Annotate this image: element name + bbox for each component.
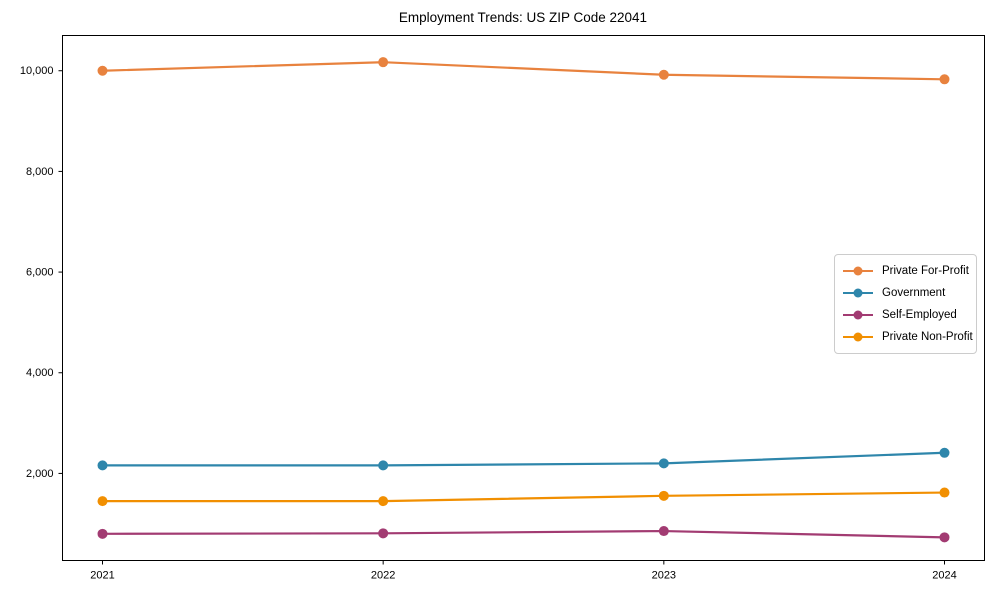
y-tick-label: 4,000 [26, 367, 54, 379]
data-point-self-employed-2021 [97, 528, 108, 539]
chart-legend: Private For-Profit Government Self-Emplo… [834, 254, 977, 354]
data-point-self-employed-2022 [378, 528, 389, 539]
y-tick-label: 8,000 [26, 166, 54, 178]
data-point-private-for-profit-2023 [658, 69, 669, 80]
legend-marker-private-for-profit [843, 270, 873, 272]
data-point-private-for-profit-2021 [97, 65, 108, 76]
plot-border [62, 35, 985, 561]
chart-title: Employment Trends: US ZIP Code 22041 [398, 10, 648, 25]
x-tick-label: 2023 [652, 570, 676, 582]
line-government [101, 451, 946, 467]
legend-marker-private-non-profit [843, 336, 873, 338]
data-point-government-2021 [97, 460, 108, 471]
legend-label-self-employed: Self-Employed [882, 309, 957, 321]
y-tick-label: 2,000 [26, 468, 54, 480]
data-point-private-for-profit-2022 [378, 57, 389, 68]
data-point-self-employed-2023 [658, 526, 669, 537]
data-point-private-for-profit-2024 [939, 74, 950, 85]
legend-entry-government: Government [843, 282, 968, 304]
data-point-private-non-profit-2024 [939, 487, 950, 498]
line-private-non-profit [101, 491, 946, 503]
legend-entry-self-employed: Self-Employed [843, 304, 968, 326]
x-tick-label: 2021 [90, 570, 114, 582]
line-self-employed [101, 529, 946, 539]
legend-label-private-for-profit: Private For-Profit [882, 265, 969, 277]
line-private-for-profit [101, 61, 946, 81]
legend-marker-government [843, 292, 873, 294]
data-point-private-non-profit-2022 [378, 496, 389, 507]
data-point-government-2023 [658, 458, 669, 469]
data-point-self-employed-2024 [939, 532, 950, 543]
data-point-private-non-profit-2023 [658, 490, 669, 501]
x-tick-label: 2024 [932, 570, 956, 582]
data-point-private-non-profit-2021 [97, 496, 108, 507]
legend-entry-private-for-profit: Private For-Profit [843, 260, 969, 282]
y-tick-label: 6,000 [26, 267, 54, 279]
legend-marker-self-employed [843, 314, 873, 316]
legend-entry-private-non-profit: Private Non-Profit [843, 326, 973, 348]
x-tick-label: 2022 [371, 570, 395, 582]
data-point-government-2024 [939, 447, 950, 458]
legend-label-government: Government [882, 287, 946, 299]
legend-label-private-non-profit: Private Non-Profit [882, 331, 973, 343]
data-point-government-2022 [378, 460, 389, 471]
y-tick-label: 10,000 [20, 65, 54, 77]
